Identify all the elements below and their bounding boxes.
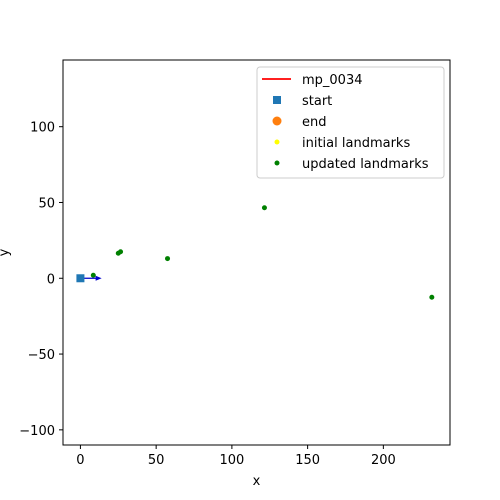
y-tick-label: −50 bbox=[28, 348, 55, 363]
landmark-point bbox=[165, 256, 171, 262]
legend-dot-swatch bbox=[274, 139, 280, 145]
landmark-point bbox=[118, 249, 124, 255]
legend-square-swatch bbox=[273, 96, 281, 104]
plot-frame bbox=[62, 59, 451, 446]
legend-entry-label: initial landmarks bbox=[302, 136, 410, 151]
x-tick-label: 100 bbox=[219, 453, 244, 468]
landmark-point bbox=[429, 294, 435, 300]
y-tick-label: −100 bbox=[19, 424, 55, 439]
x-tick-label: 0 bbox=[76, 453, 84, 468]
chart-marks bbox=[76, 205, 435, 300]
y-axis-label: y bbox=[0, 248, 12, 256]
legend-circle-swatch bbox=[272, 116, 282, 126]
legend-dot-swatch bbox=[274, 160, 280, 166]
x-tick-label: 200 bbox=[371, 453, 396, 468]
x-axis-ticks: 0 50 100 150 200 bbox=[76, 445, 396, 468]
legend-entry-label: updated landmarks bbox=[302, 157, 429, 172]
y-tick-label: 50 bbox=[38, 196, 55, 211]
x-axis-label: x bbox=[253, 474, 261, 489]
x-tick-label: 50 bbox=[148, 453, 165, 468]
landmark-point bbox=[90, 272, 96, 278]
legend-box bbox=[256, 66, 445, 179]
y-axis-ticks: −100 −50 0 50 100 bbox=[19, 121, 63, 439]
y-tick-label: 0 bbox=[47, 272, 55, 287]
legend-entry-label: start bbox=[302, 94, 332, 109]
legend-entry-label: mp_0034 bbox=[302, 73, 363, 88]
legend-entry-label: end bbox=[302, 115, 327, 130]
start-marker bbox=[76, 274, 85, 283]
heading-arrow-head bbox=[95, 275, 102, 281]
x-tick-label: 150 bbox=[295, 453, 320, 468]
landmark-point bbox=[261, 205, 267, 211]
y-tick-label: 100 bbox=[30, 121, 55, 136]
